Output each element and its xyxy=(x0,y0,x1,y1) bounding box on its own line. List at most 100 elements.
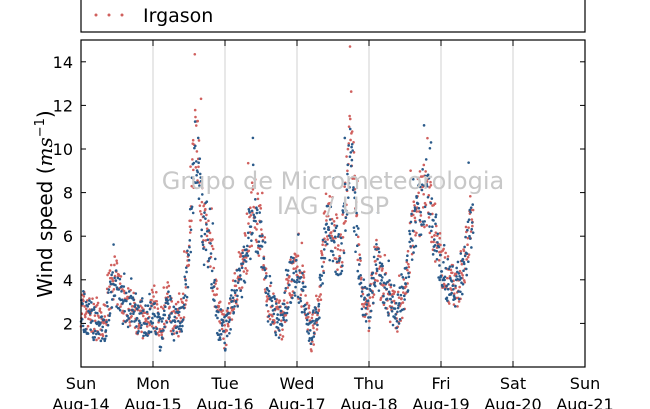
sonic-point xyxy=(405,266,408,270)
sonic-point xyxy=(383,273,387,276)
sonic-point xyxy=(265,274,268,278)
sonic-point xyxy=(339,272,343,275)
irgason-point xyxy=(200,212,203,216)
sonic-point xyxy=(114,279,118,282)
sonic-point xyxy=(210,269,214,273)
irgason-point xyxy=(443,256,447,259)
sonic-point xyxy=(371,271,375,275)
irgason-point xyxy=(448,274,452,278)
irgason-point xyxy=(449,268,453,272)
sonic-point xyxy=(387,290,391,294)
irgason-point xyxy=(86,324,90,328)
irgason-point xyxy=(356,235,360,239)
irgason-point xyxy=(422,192,425,196)
sonic-point xyxy=(293,280,297,283)
grid-lines xyxy=(152,40,514,367)
sonic-point xyxy=(189,228,193,232)
sonic-point xyxy=(255,208,259,212)
sonic-point xyxy=(374,263,378,266)
sonic-point xyxy=(344,229,347,232)
irgason-point xyxy=(113,263,116,267)
sonic-point xyxy=(237,278,241,281)
irgason-point xyxy=(413,216,417,220)
y-tick-label: 4 xyxy=(63,271,73,290)
sonic-point xyxy=(100,315,103,318)
sonic-point xyxy=(268,294,271,298)
sonic-point xyxy=(84,300,88,304)
sonic-point xyxy=(456,290,460,293)
sonic-point xyxy=(442,243,446,247)
irgason-point xyxy=(322,260,326,264)
sonic-point xyxy=(291,296,294,300)
sonic-point xyxy=(280,324,284,327)
sonic-point xyxy=(463,245,466,249)
sonic-point xyxy=(408,229,411,233)
sonic-point xyxy=(396,306,400,310)
sonic-point xyxy=(405,258,409,262)
sonic-point xyxy=(161,337,164,340)
sonic-point xyxy=(423,220,426,223)
sonic-point xyxy=(451,284,455,288)
irgason-point xyxy=(460,262,464,266)
irgason-point xyxy=(256,197,260,201)
sonic-point xyxy=(391,295,394,298)
sonic-point xyxy=(293,294,297,297)
sonic-point xyxy=(297,280,301,284)
sonic-point xyxy=(207,259,210,263)
irgason-point xyxy=(93,327,96,331)
sonic-point xyxy=(290,278,294,281)
sonic-point xyxy=(449,276,452,280)
sonic-point xyxy=(286,269,290,272)
irgason-point xyxy=(324,192,328,196)
irgason-point xyxy=(122,312,125,315)
sonic-point xyxy=(465,273,469,277)
sonic-point xyxy=(365,303,368,306)
sonic-point xyxy=(145,332,148,335)
sonic-point xyxy=(82,290,85,293)
irgason-point xyxy=(288,275,291,278)
sonic-point xyxy=(388,292,392,296)
sonic-point xyxy=(181,318,185,321)
sonic-point xyxy=(231,299,234,303)
irgason-point xyxy=(334,246,337,250)
irgason-point xyxy=(323,210,327,213)
irgason-point xyxy=(342,249,345,252)
irgason-point xyxy=(393,290,396,294)
irgason-point xyxy=(294,267,298,270)
sonic-point xyxy=(423,184,426,187)
sonic-point xyxy=(210,282,213,286)
sonic-point xyxy=(193,120,197,123)
sonic-point xyxy=(129,312,132,315)
sonic-point xyxy=(470,221,474,224)
sonic-point xyxy=(471,203,475,206)
irgason-point xyxy=(411,209,414,213)
sonic-point xyxy=(246,231,250,235)
sonic-point xyxy=(172,329,175,332)
irgason-point xyxy=(317,308,321,312)
sonic-point xyxy=(202,247,205,250)
irgason-point xyxy=(265,295,269,298)
irgason-point xyxy=(347,125,351,128)
irgason-point xyxy=(301,264,304,268)
irgason-point xyxy=(248,245,252,248)
sonic-point xyxy=(177,327,181,331)
irgason-point xyxy=(177,292,181,295)
sonic-point xyxy=(418,185,422,189)
sonic-point xyxy=(343,182,347,186)
irgason-point xyxy=(462,249,466,253)
irgason-point xyxy=(195,150,199,153)
irgason-point xyxy=(191,158,194,161)
irgason-point xyxy=(382,303,386,307)
sonic-point xyxy=(219,332,223,336)
sonic-point xyxy=(367,316,370,319)
sonic-point xyxy=(364,306,368,310)
x-tick-date-label: Aug-16 xyxy=(196,395,253,409)
sonic-point xyxy=(267,314,271,318)
sonic-point xyxy=(270,299,274,303)
irgason-point xyxy=(115,259,118,263)
sonic-point xyxy=(198,172,202,176)
irgason-point xyxy=(434,231,438,234)
irgason-point xyxy=(447,302,451,305)
irgason-point xyxy=(253,178,257,181)
irgason-point xyxy=(222,337,225,340)
